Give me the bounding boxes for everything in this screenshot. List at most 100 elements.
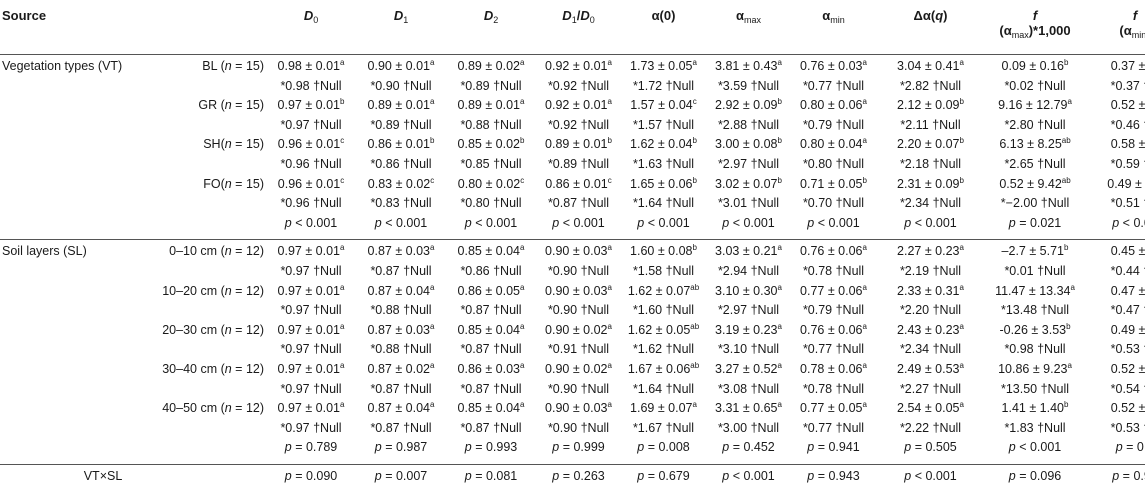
mean-cell: 0.90 ± 0.03a bbox=[545, 282, 612, 298]
mean-cell: 1.73 ± 0.05a bbox=[630, 58, 697, 74]
p-value-cell: p < 0.001 bbox=[552, 215, 605, 230]
p-value-cell: p = 0.096 bbox=[1008, 468, 1062, 483]
mean-cell: 0.87 ± 0.03a bbox=[367, 243, 435, 259]
mean-cell: 0.89 ± 0.02a bbox=[457, 58, 525, 74]
mean-cell: 0.90 ± 0.03a bbox=[545, 243, 612, 259]
null-cell: *0.53 †N bbox=[1110, 420, 1145, 435]
header-f-alpha-max: f (αmax)*1,000 bbox=[999, 8, 1071, 40]
empty-cell bbox=[0, 380, 126, 400]
p-value-cell: p < 0.001 bbox=[904, 468, 957, 483]
section-label-empty bbox=[0, 282, 126, 302]
table-row: GR (n = 15) 0.97 ± 0.01b 0.89 ± 0.01a 0.89 … bbox=[0, 96, 1145, 116]
mean-cell: 0.89 ± 0.01b bbox=[545, 136, 612, 152]
section-label-empty bbox=[0, 360, 126, 380]
p-value-cell: p < 0.001 bbox=[807, 215, 860, 230]
null-cell: *0.80 †Null bbox=[460, 196, 522, 211]
mean-cell: –2.7 ± 5.71b bbox=[1001, 243, 1069, 259]
section-label: Vegetation types (VT) bbox=[2, 59, 123, 73]
header-alpha-max: αmax bbox=[736, 8, 762, 25]
null-cell: *0.89 †Null bbox=[460, 78, 522, 93]
null-cell: *13.50 †Null bbox=[1000, 381, 1070, 396]
header-source: Source bbox=[2, 8, 47, 23]
group-label: 10–20 cm (n = 12) bbox=[162, 283, 265, 298]
mean-cell: 2.92 ± 0.09b bbox=[715, 97, 782, 113]
null-cell: *0.01 †Null bbox=[1004, 263, 1066, 278]
null-row: *0.97 †Null *0.88 †Null *0.87 †Null *0.90 †… bbox=[0, 301, 1145, 321]
null-cell: *0.59 †N bbox=[1110, 156, 1145, 171]
mean-cell: 0.85 ± 0.04a bbox=[457, 400, 525, 416]
mean-cell: 1.69 ± 0.07a bbox=[630, 400, 697, 416]
p-value-cell: p = 0.007 bbox=[374, 468, 428, 483]
group-label: 0–10 cm (n = 12) bbox=[169, 244, 265, 259]
null-cell: *0.98 †Null bbox=[1004, 342, 1066, 357]
null-cell: *0.87 †Null bbox=[460, 342, 522, 357]
mean-cell: 3.10 ± 0.30a bbox=[715, 282, 782, 298]
mean-cell: 2.27 ± 0.23a bbox=[897, 243, 964, 259]
mean-cell: 3.19 ± 0.23a bbox=[715, 321, 782, 337]
mean-cell: 0.96 ± 0.01c bbox=[277, 136, 345, 152]
null-row: *0.97 †Null *0.87 †Null *0.87 †Null *0.90 †… bbox=[0, 419, 1145, 439]
empty-cell bbox=[0, 301, 126, 321]
null-cell: *0.97 †Null bbox=[280, 381, 342, 396]
null-cell: *0.80 †Null bbox=[802, 156, 865, 171]
null-cell: *0.51 †N bbox=[1110, 196, 1145, 211]
null-cell: *0.88 †Null bbox=[370, 342, 432, 357]
null-cell: *2.34 †Null bbox=[899, 342, 962, 357]
null-cell: *2.27 †Null bbox=[899, 381, 962, 396]
null-cell: *0.70 †Null bbox=[802, 196, 865, 211]
mean-cell: 3.00 ± 0.08b bbox=[715, 136, 782, 152]
p-value-cell: p = 0.679 bbox=[637, 468, 690, 483]
section-label-empty bbox=[0, 321, 126, 341]
null-cell: *3.00 †Null bbox=[717, 420, 780, 435]
mean-cell: 1.67 ± 0.06ab bbox=[627, 360, 700, 376]
mean-cell: 0.90 ± 0.02a bbox=[545, 321, 612, 337]
null-cell: *3.59 †Null bbox=[717, 78, 780, 93]
empty-cell bbox=[0, 419, 126, 439]
mean-cell: 0.86 ± 0.01c bbox=[545, 175, 612, 191]
p-value-cell: p = 0.505 bbox=[904, 440, 957, 455]
section-label-empty bbox=[0, 399, 126, 419]
null-row: *0.96 †Null *0.86 †Null *0.85 †Null *0.89 †… bbox=[0, 155, 1145, 175]
mean-cell: 2.31 ± 0.09b bbox=[897, 175, 964, 191]
null-cell: *0.96 †Null bbox=[280, 196, 342, 211]
mean-cell: 0.52 ± 0. bbox=[1110, 361, 1145, 376]
p-value-cell: p = 0.452 bbox=[722, 440, 775, 455]
empty-cell bbox=[126, 77, 266, 97]
null-cell: *0.85 †Null bbox=[460, 156, 522, 171]
mean-cell: 1.57 ± 0.04c bbox=[630, 97, 697, 113]
mean-cell: 0.80 ± 0.06a bbox=[800, 97, 867, 113]
mean-cell: 0.77 ± 0.05a bbox=[800, 400, 867, 416]
null-cell: *2.88 †Null bbox=[717, 117, 780, 132]
p-value-cell: p < 0.001 bbox=[637, 215, 690, 230]
null-row: *0.97 †Null *0.89 †Null *0.88 †Null *0.92 †… bbox=[0, 116, 1145, 136]
empty-cell bbox=[0, 214, 126, 240]
interaction-row: VT×SL p = 0.090 p = 0.007 p = 0.081 p = 0.26… bbox=[0, 464, 1145, 486]
null-cell: *0.77 †Null bbox=[802, 420, 865, 435]
empty-cell bbox=[0, 155, 126, 175]
mean-cell: 0.86 ± 0.01b bbox=[367, 136, 435, 152]
null-cell: *0.83 †Null bbox=[370, 196, 432, 211]
p-value-cell: p = 0.943 bbox=[807, 468, 860, 483]
empty-cell bbox=[126, 419, 266, 439]
group-label: 30–40 cm (n = 12) bbox=[162, 361, 265, 376]
null-cell: *0.78 †Null bbox=[802, 381, 865, 396]
null-cell: *1.72 †Null bbox=[632, 78, 695, 93]
p-value-cell: p = 0.97 bbox=[1112, 468, 1145, 483]
mean-cell: 0.83 ± 0.02c bbox=[367, 175, 435, 191]
null-cell: *0.02 †Null bbox=[1004, 78, 1066, 93]
mean-cell: 0.71 ± 0.05b bbox=[800, 175, 867, 191]
p-value-cell: p < 0.001 bbox=[722, 468, 775, 483]
null-row: *0.98 †Null *0.90 †Null *0.89 †Null *0.92 †… bbox=[0, 77, 1145, 97]
table-row: Vegetation types (VT) BL (n = 15) 0.98 ± 0… bbox=[0, 55, 1145, 77]
table-row: 10–20 cm (n = 12) 0.97 ± 0.01a 0.87 ± 0.04… bbox=[0, 282, 1145, 302]
empty-cell bbox=[126, 340, 266, 360]
section-label-empty bbox=[0, 96, 126, 116]
mean-cell: 0.90 ± 0.02a bbox=[545, 360, 612, 376]
null-cell: *0.96 †Null bbox=[280, 156, 342, 171]
null-cell: *0.87 †Null bbox=[460, 303, 522, 318]
mean-cell: 0.80 ± 0.04a bbox=[800, 136, 867, 152]
null-cell: *2.18 †Null bbox=[899, 156, 962, 171]
null-cell: *2.97 †Null bbox=[717, 303, 780, 318]
null-cell: *1.58 †Null bbox=[632, 263, 695, 278]
null-cell: *2.65 †Null bbox=[1004, 156, 1066, 171]
